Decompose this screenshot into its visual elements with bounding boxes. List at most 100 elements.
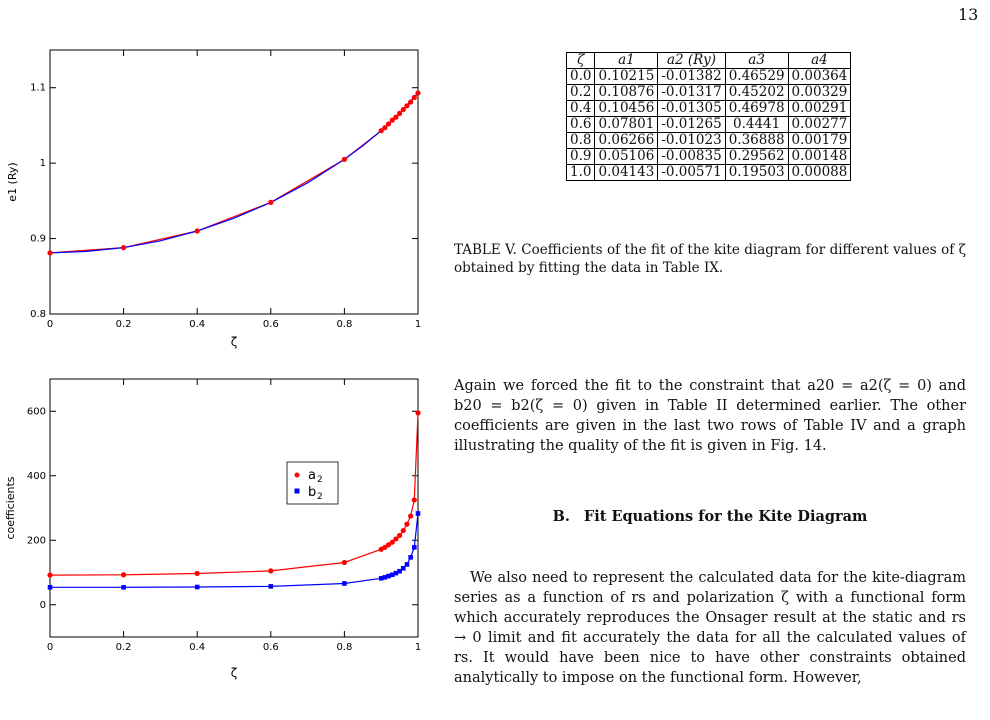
x-tick-label: 0.6 <box>263 319 279 330</box>
data-point <box>194 584 200 590</box>
x-tick-label: 0.2 <box>116 319 132 330</box>
data-point <box>47 585 53 590</box>
data-point <box>397 110 403 116</box>
y-tick-label: 0.8 <box>30 309 46 320</box>
paragraph-kite-diagram: We also need to represent the calculated… <box>454 570 966 686</box>
data-point <box>386 573 391 579</box>
table-cell: 0.00179 <box>787 132 852 149</box>
table-cell: 0.00088 <box>787 164 852 181</box>
series-line <box>50 513 419 588</box>
table-cell: -0.00571 <box>657 164 726 181</box>
data-point <box>194 570 200 577</box>
table-cell: -0.01023 <box>657 132 726 149</box>
data-point <box>389 572 395 578</box>
chart-coefficients: 0 0.2 0.4 0.6 0.8 1 0 200 400 600 a 2 b 2 ζ coef… <box>4 378 421 680</box>
y-tick-label: 400 <box>27 471 46 482</box>
x-axis-label: ζ <box>231 335 238 349</box>
plot-frame <box>49 49 419 315</box>
table-cell: 0.46978 <box>724 100 789 117</box>
table-cell: 0.10215 <box>594 68 659 85</box>
legend-marker-a2 <box>294 472 300 478</box>
legend-marker-b2 <box>294 488 300 494</box>
plot-frame <box>49 378 419 638</box>
page-number: 13 <box>958 5 979 24</box>
table-cell: -0.01317 <box>657 84 726 101</box>
data-point <box>397 532 403 539</box>
table-row: 1.0 0.04143 -0.00571 0.19503 0.00088 <box>565 164 852 181</box>
x-tick-label: 0.8 <box>336 642 352 653</box>
section-number: B. <box>552 508 570 525</box>
table-header-row: ζ a1 a2 (Ry) a3 a4 <box>565 52 852 69</box>
legend-box <box>286 461 339 505</box>
table-cell: 0.06266 <box>594 132 659 149</box>
table-header: ζ <box>565 52 596 69</box>
table-row: 0.2 0.10876 -0.01317 0.45202 0.00329 <box>565 84 852 101</box>
data-point <box>415 410 421 416</box>
table-row: 0.9 0.05106 -0.00835 0.29562 0.00148 <box>565 148 852 165</box>
table-cell: 0.04143 <box>594 164 659 181</box>
data-point <box>121 585 126 590</box>
svg-text:2: 2 <box>317 475 323 485</box>
data-point <box>404 103 410 109</box>
chart-e1: 0 0.2 0.4 0.6 0.8 1 0.8 0.9 1 1.1 ζ e1 (Ry) <box>6 49 421 349</box>
table-header: a4 <box>787 52 852 69</box>
y-tick-label: 0 <box>40 600 46 611</box>
table-cell: 0.45202 <box>724 84 789 101</box>
x-tick-label: 0.6 <box>263 642 279 653</box>
table-cell: 0.36888 <box>724 132 789 149</box>
svg-text:2: 2 <box>317 492 323 502</box>
table-cell: 0.07801 <box>594 116 659 133</box>
coefficients-table: ζ a1 a2 (Ry) a3 a4 0.0 0.10215 -0.01382 0.4… <box>565 52 852 181</box>
table-cell: 0.00291 <box>787 100 852 117</box>
table-caption: TABLE V. Coefficients of the fit of the … <box>454 242 966 276</box>
table-cell: -0.01265 <box>657 116 726 133</box>
table-row: 0.4 0.10456 -0.01305 0.46978 0.00291 <box>565 100 852 117</box>
data-point <box>47 250 53 256</box>
data-point <box>47 572 53 578</box>
table-cell: 0.4441 <box>724 116 789 133</box>
data-point <box>415 511 421 516</box>
y-tick-label: 200 <box>27 535 46 546</box>
data-point <box>121 245 127 251</box>
table-header: a2 (Ry) <box>657 52 726 69</box>
x-tick-label: 0.4 <box>189 642 205 653</box>
legend-label-b2: b <box>308 485 316 500</box>
x-tick-label: 0.8 <box>336 319 352 330</box>
table-cell: 0.46529 <box>724 68 789 85</box>
series-line <box>49 412 419 576</box>
table-cell: 0.6 <box>565 116 596 133</box>
x-tick-label: 0.4 <box>189 319 205 330</box>
table-row: 0.6 0.07801 -0.01265 0.4441 0.00277 <box>565 116 852 133</box>
table-header: a3 <box>724 52 789 69</box>
data-point <box>411 497 417 503</box>
table-cell: 0.9 <box>565 148 596 165</box>
data-point <box>404 521 410 527</box>
data-point <box>408 513 414 519</box>
x-tick-label: 1 <box>415 642 421 653</box>
data-point <box>342 581 347 586</box>
data-point <box>389 117 395 123</box>
table-cell: 1.0 <box>565 164 596 181</box>
y-axis-label: e1 (Ry) <box>6 162 19 201</box>
series-line <box>49 92 419 254</box>
table-cell: 0.05106 <box>594 148 659 165</box>
section-heading: B. Fit Equations for the Kite Diagram <box>454 508 966 525</box>
x-tick-label: 0 <box>47 319 53 330</box>
y-axis-label: coefficients <box>4 476 17 539</box>
y-tick-label: 1.1 <box>30 83 46 94</box>
data-point <box>412 545 417 550</box>
legend-label-a2: a <box>308 468 316 483</box>
table-cell: 0.10456 <box>594 100 659 117</box>
table-cell: 0.00277 <box>787 116 852 133</box>
data-point <box>382 544 388 550</box>
table-cell: -0.01305 <box>657 100 726 117</box>
data-point <box>408 99 414 105</box>
table-cell: 0.10876 <box>594 84 659 101</box>
table-row: 0.8 0.06266 -0.01023 0.36888 0.00179 <box>565 132 852 149</box>
data-point <box>411 94 417 101</box>
table-cell: 0.2 <box>565 84 596 101</box>
y-tick-label: 0.9 <box>30 234 46 245</box>
data-point <box>385 121 392 127</box>
x-tick-label: 0 <box>47 642 53 653</box>
data-point <box>404 562 410 567</box>
